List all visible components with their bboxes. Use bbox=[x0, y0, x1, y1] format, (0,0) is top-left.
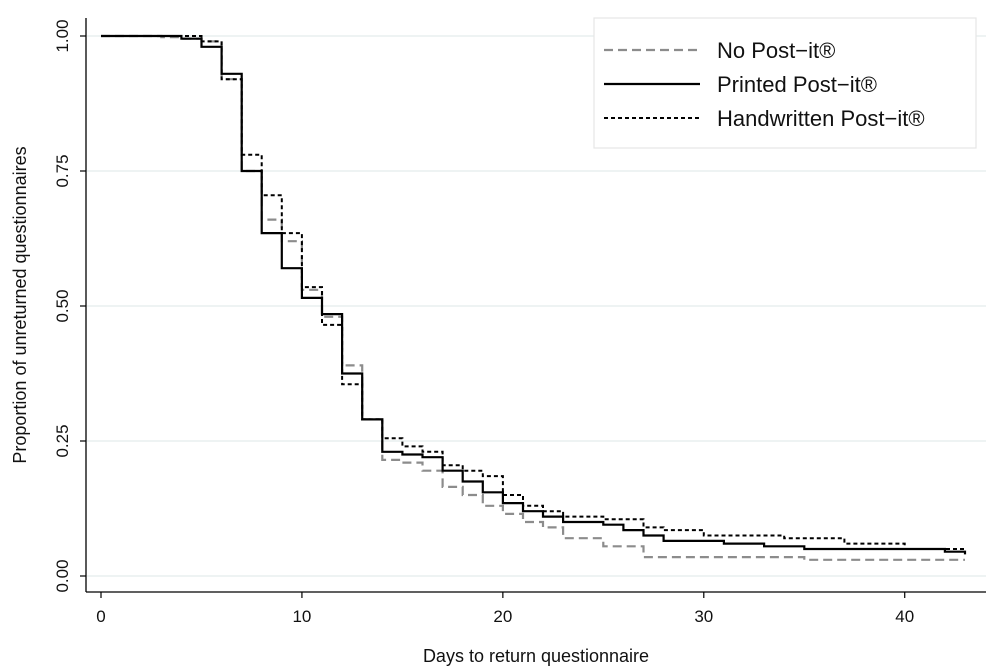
legend-label-1: Printed Post−it® bbox=[717, 72, 877, 97]
series-line-1 bbox=[101, 34, 967, 555]
legend-label-0: No Post−it® bbox=[717, 38, 835, 63]
x-tick-label: 40 bbox=[895, 607, 914, 626]
y-tick-label: 1.00 bbox=[53, 19, 72, 52]
y-tick-label: 0.25 bbox=[53, 424, 72, 457]
x-tick-label: 30 bbox=[694, 607, 713, 626]
x-axis-label: Days to return questionnaire bbox=[423, 646, 649, 666]
x-tick-label: 0 bbox=[96, 607, 105, 626]
legend-label-2: Handwritten Post−it® bbox=[717, 106, 925, 131]
legend: No Post−it® Printed Post−it® Handwritten P… bbox=[593, 17, 977, 149]
y-tick-label: 0.75 bbox=[53, 154, 72, 187]
x-tick-label: 20 bbox=[493, 607, 512, 626]
legend-box bbox=[593, 17, 977, 149]
series-line-0 bbox=[101, 34, 965, 561]
y-tick-label: 0.00 bbox=[53, 559, 72, 592]
axes bbox=[85, 18, 986, 593]
y-axis-label: Proportion of unreturned questionnaires bbox=[10, 146, 30, 463]
x-tick-label: 10 bbox=[292, 607, 311, 626]
y-tick-label: 0.50 bbox=[53, 289, 72, 322]
series-lines bbox=[101, 34, 967, 561]
ticks: 0.00 0.25 0.50 0.75 1.00 0 10 20 30 40 bbox=[53, 19, 914, 626]
grid-lines bbox=[87, 35, 986, 577]
